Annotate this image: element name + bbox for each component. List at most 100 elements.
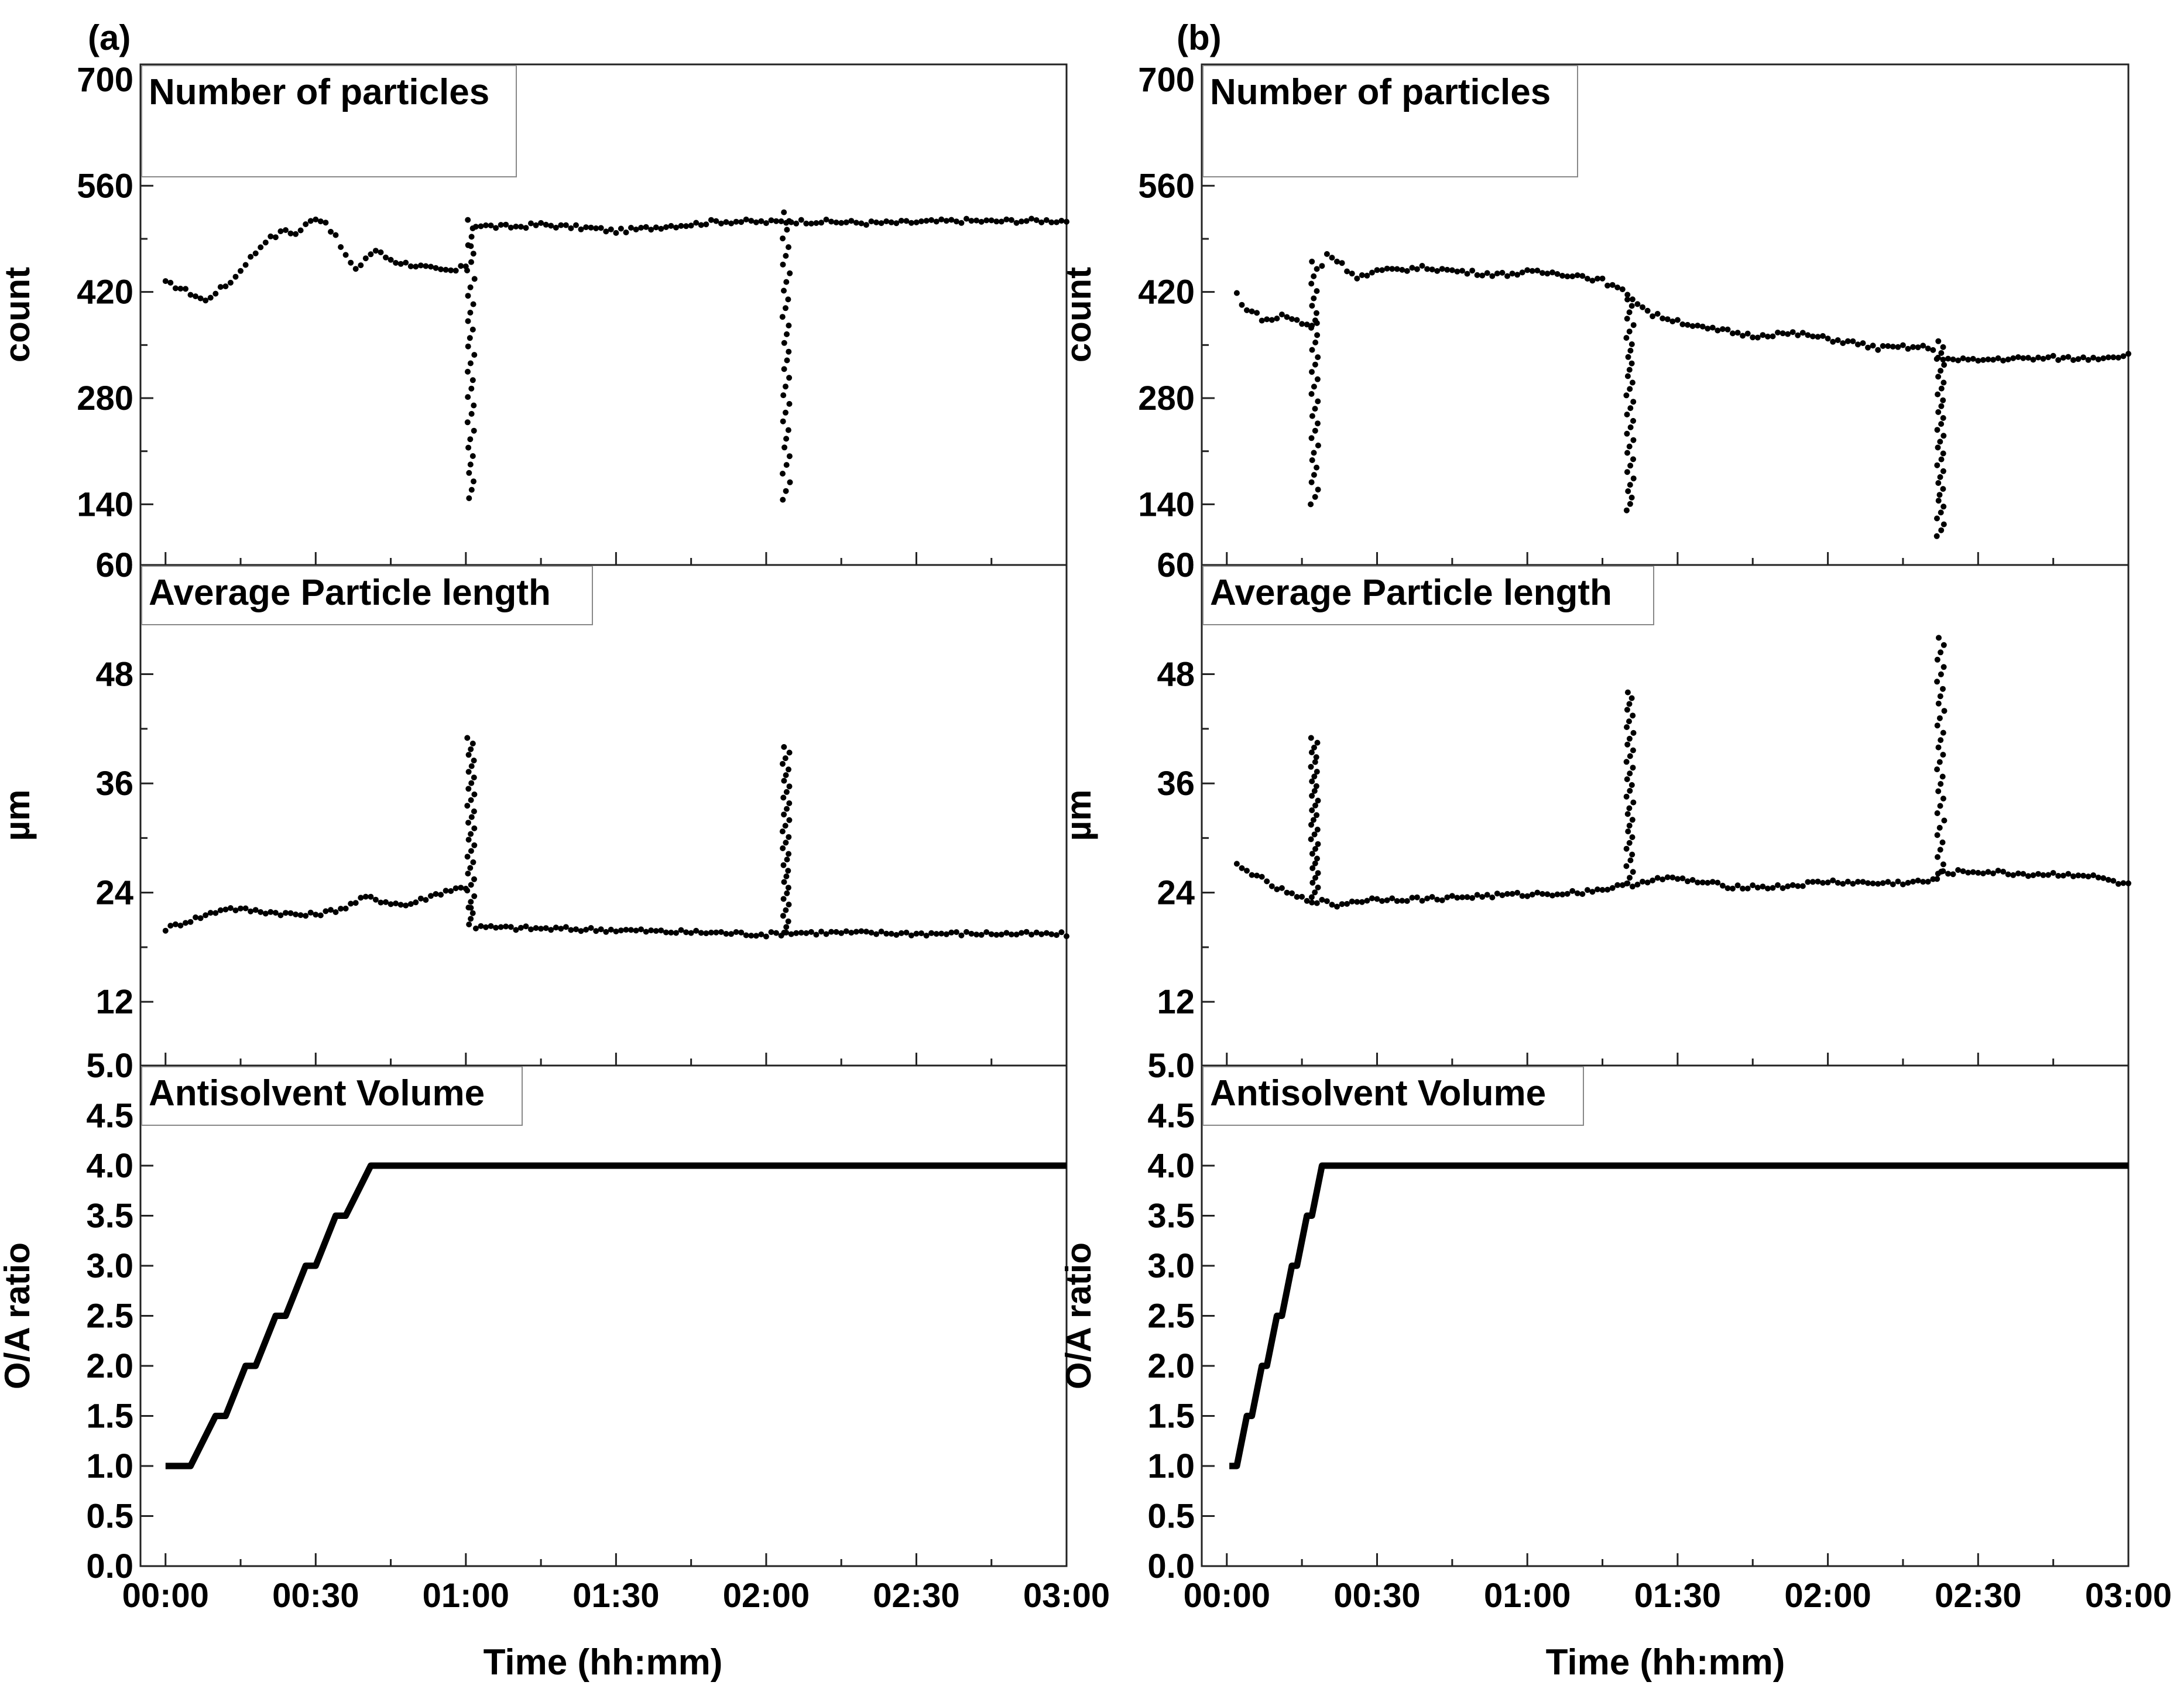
spike-point-2 [1626, 840, 1633, 846]
spike-point-1 [471, 758, 477, 763]
data-point [908, 220, 914, 226]
subplot-b-antisolvent-volume: 0.0 0.5 1.0 1.5 2.0 2.5 3.0 3.5 4.0 4.5 O/A ratio A… [1059, 1064, 2130, 1585]
data-point [1579, 273, 1586, 279]
dip-point-1 [468, 385, 475, 392]
data-point [1239, 865, 1245, 871]
spike-point-3 [1938, 868, 1945, 875]
dip-point-2 [1626, 328, 1633, 335]
data-point [1835, 879, 1841, 886]
data-point [828, 929, 835, 935]
data-point [1414, 266, 1420, 272]
data-point [433, 891, 439, 897]
y-tick-label-b-average-particle-length: 48 [1157, 656, 1195, 694]
spike-point-2 [1630, 799, 1637, 806]
y-tick-label-a-antisolvent-volume: 2.0 [86, 1347, 133, 1385]
data-point [358, 895, 364, 901]
dip-point-1 [1308, 501, 1314, 508]
spike-point-1 [464, 888, 471, 894]
series-a-antisolvent-volume [165, 1162, 1067, 1470]
spike-point-3 [1934, 810, 1940, 816]
data-point [1589, 889, 1596, 895]
data-point [483, 924, 489, 930]
data-point [1449, 893, 1455, 899]
data-point [1504, 890, 1510, 897]
spike-point-1 [1308, 894, 1315, 900]
spike-point-2 [786, 766, 791, 773]
data-point [773, 218, 779, 224]
data-point [338, 906, 344, 912]
data-point [1865, 344, 1871, 351]
data-point [1715, 327, 1721, 334]
data-point [1660, 315, 1666, 321]
data-point [1444, 894, 1451, 900]
dip-point-2 [1627, 501, 1633, 507]
data-point [2085, 874, 2092, 880]
spike-point-1 [465, 752, 472, 758]
data-point [1890, 344, 1896, 350]
data-point [1534, 268, 1541, 274]
data-point [2065, 871, 2072, 877]
data-point [873, 931, 879, 937]
data-point [1840, 881, 1846, 887]
spike-point-2 [785, 885, 791, 891]
dip-point-1 [466, 470, 472, 476]
spike-point-3 [1936, 824, 1943, 831]
spike-point-3 [1941, 817, 1948, 824]
data-point [2115, 881, 2121, 887]
data-point [683, 223, 690, 229]
data-point [558, 926, 564, 932]
data-point [623, 927, 629, 933]
spike-point-2 [1628, 695, 1635, 701]
series-b-antisolvent-volume [1229, 1162, 2128, 1470]
data-point [1705, 879, 1711, 886]
data-point [833, 220, 839, 225]
dip-point-2 [783, 305, 788, 311]
data-point [2090, 354, 2097, 361]
subplot-a-antisolvent-volume: 0.0 0.5 1.0 1.5 2.0 2.5 3.0 3.5 4.0 4.5 O/A ratio A… [0, 1064, 1068, 1585]
dip-point-1 [1309, 457, 1315, 463]
x-tick-labels-a: 00:00 00:30 01:00 01:30 02:00 02:30 03:00 [122, 1577, 1110, 1615]
dip-point-2 [780, 261, 786, 268]
data-point [648, 927, 654, 934]
data-point [303, 913, 309, 919]
data-point [953, 929, 959, 936]
data-point [1064, 933, 1069, 940]
data-point [658, 927, 664, 934]
data-point [983, 217, 990, 224]
spike-point-1 [468, 848, 474, 854]
data-point [818, 220, 824, 226]
data-point [1960, 355, 1966, 361]
dip-point-1 [471, 402, 477, 409]
data-point [1449, 267, 1455, 273]
data-point [1058, 218, 1065, 224]
data-point [1319, 263, 1325, 269]
subplot-title-box-b-number-of-particles [1202, 65, 1578, 177]
series-a-number-of-particles [162, 209, 1069, 503]
data-point [848, 218, 855, 224]
data-point [1389, 266, 1396, 272]
data-point [2055, 357, 2062, 363]
data-point [1780, 330, 1786, 337]
spike-point-2 [1627, 857, 1634, 864]
spike-point-2 [783, 907, 789, 913]
data-point [1434, 268, 1441, 274]
data-point [1334, 258, 1340, 265]
data-point [1584, 887, 1590, 893]
data-point [1669, 318, 1676, 324]
data-point [898, 218, 904, 224]
data-point [1379, 267, 1385, 273]
data-point [1324, 898, 1330, 905]
data-point [748, 218, 755, 224]
data-point [1825, 879, 1831, 886]
data-point [1799, 330, 1806, 336]
data-point [1409, 895, 1415, 901]
data-point [1539, 270, 1545, 276]
spike-point-2 [1623, 793, 1630, 800]
data-point [548, 222, 554, 229]
data-point [1640, 304, 1645, 310]
dip-point-3 [1934, 462, 1940, 468]
data-point [1549, 892, 1555, 899]
data-point [798, 930, 804, 936]
data-point [1650, 877, 1656, 883]
dip-point-2 [1623, 392, 1630, 399]
